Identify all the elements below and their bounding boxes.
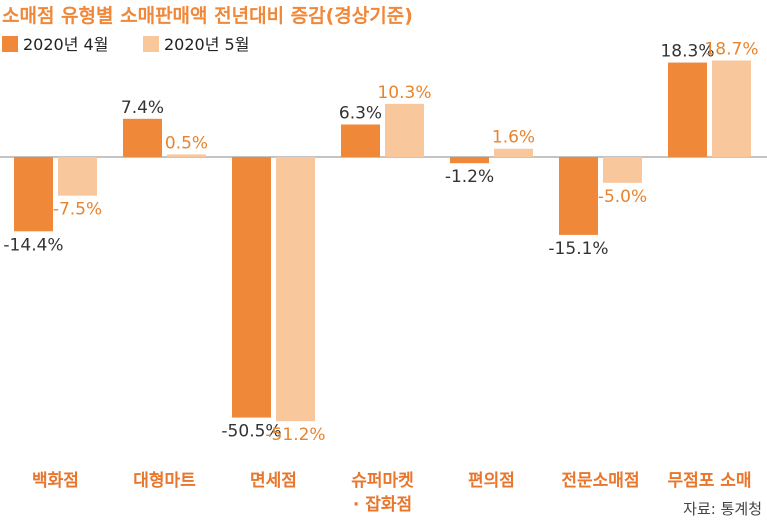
data-label: -51.2% <box>265 425 325 445</box>
data-label: 18.3% <box>660 42 714 62</box>
bar <box>58 157 97 196</box>
bars <box>14 60 751 422</box>
bar <box>494 148 533 157</box>
bar <box>232 157 271 418</box>
bar <box>341 124 380 157</box>
category-label: 대형마트 <box>133 470 196 491</box>
bar <box>385 103 424 157</box>
data-label: 10.3% <box>377 83 431 103</box>
data-label: -1.2% <box>445 167 494 187</box>
bar <box>123 118 162 157</box>
legend-label: 2020년 4월 <box>23 35 108 54</box>
bar <box>559 157 598 235</box>
category-label: 전문소매점 <box>561 471 639 491</box>
category-label: 편의점 <box>468 471 515 491</box>
bar <box>14 157 53 232</box>
data-label: -50.5% <box>221 422 281 442</box>
category-label: 면세점 <box>250 471 297 491</box>
legend-label: 2020년 5월 <box>164 35 249 54</box>
bar <box>276 157 315 422</box>
category-label: · 잡화점 <box>353 495 412 515</box>
bar <box>668 62 707 157</box>
value-labels: -14.4% -7.5% 7.4%0.5% -50.5%-51.2% 6.3%10.3%… <box>3 40 758 446</box>
data-label: 6.3% <box>339 103 382 123</box>
data-label: -15.1% <box>548 239 608 259</box>
category-label: 백화점 <box>32 471 79 491</box>
bar <box>603 157 642 183</box>
category-labels: 백화점 대형마트 면세점 슈퍼마켓 · 잡화점 편의점 전문소매점 무점포 소매 <box>32 470 752 515</box>
legend-swatch <box>2 36 18 52</box>
chart-title: 소매점 유형별 소매판매액 전년대비 증감(경상기준) <box>2 5 413 27</box>
data-label: -5.0% <box>598 187 647 207</box>
legend-swatch <box>143 36 159 52</box>
data-label: 0.5% <box>165 133 208 153</box>
data-label: 7.4% <box>121 98 164 118</box>
bar <box>167 154 206 157</box>
data-label: 1.6% <box>492 128 535 148</box>
data-label: -7.5% <box>53 200 102 220</box>
category-label: 슈퍼마켓 <box>351 471 414 491</box>
category-label: 무점포 소매 <box>667 471 751 491</box>
data-label: 18.7% <box>704 40 758 60</box>
data-label: -14.4% <box>3 235 63 255</box>
legend: 2020년 4월 2020년 5월 <box>2 35 249 54</box>
source-note: 자료: 통계청 <box>683 500 762 518</box>
bar <box>712 60 751 158</box>
bar <box>450 157 489 164</box>
